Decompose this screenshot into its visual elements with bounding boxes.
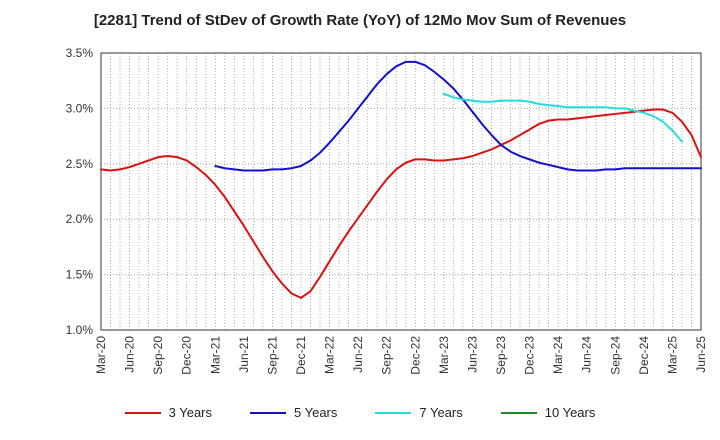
y-tick-label: 3.5% (66, 46, 94, 60)
x-tick-label: Mar-22 (323, 336, 337, 374)
y-tick-label: 1.0% (66, 323, 94, 337)
plot-frame (100, 52, 702, 331)
x-tick-label: Jun-20 (123, 336, 137, 373)
legend-item-7-years: 7 Years (375, 405, 463, 420)
legend: 3 Years 5 Years 7 Years 10 Years (0, 405, 720, 420)
y-axis-ticks: 1.0% 1.5% 2.0% 2.5% 3.0% 3.5% (66, 46, 94, 337)
legend-swatch-3-years (124, 411, 161, 414)
y-tick-label: 2.0% (66, 212, 94, 226)
x-tick-label: Mar-21 (208, 336, 222, 374)
x-tick-label: Mar-25 (665, 336, 679, 374)
x-tick-label: Jun-21 (237, 336, 251, 373)
chart-title: [2281] Trend of StDev of Growth Rate (Yo… (93, 12, 627, 29)
series-line-3-years (100, 108, 702, 299)
legend-label-5-years: 5 Years (294, 405, 338, 420)
x-tick-label: Jun-22 (351, 336, 365, 373)
x-tick-label: Dec-21 (294, 336, 308, 375)
y-tick-label: 2.5% (66, 157, 94, 171)
x-tick-label: Jun-25 (694, 336, 708, 373)
x-tick-label: Jun-23 (465, 336, 479, 373)
grid-lines (101, 53, 701, 330)
y-tick-label: 1.5% (66, 268, 94, 282)
legend-label-3-years: 3 Years (168, 405, 212, 420)
series-line-7-years (442, 93, 683, 143)
x-tick-label: Sep-21 (265, 336, 279, 375)
x-tick-label: Sep-22 (380, 336, 394, 375)
legend-item-3-years: 3 Years (124, 405, 212, 420)
x-tick-label: Dec-22 (408, 336, 422, 375)
x-tick-label: Dec-20 (180, 336, 194, 375)
x-tick-label: Dec-23 (523, 336, 537, 375)
x-tick-label: Mar-20 (94, 336, 108, 374)
x-axis-ticks: Mar-20 Jun-20 Sep-20 Dec-20 Mar-21 Jun-21 Sep-… (94, 336, 708, 375)
x-tick-label: Dec-24 (637, 336, 651, 375)
x-tick-label: Mar-24 (551, 336, 565, 374)
legend-swatch-7-years (375, 411, 412, 414)
legend-swatch-10-years (500, 411, 537, 414)
x-tick-label: Sep-20 (151, 336, 165, 375)
x-tick-label: Sep-24 (608, 336, 622, 375)
legend-item-5-years: 5 Years (250, 405, 337, 420)
x-tick-label: Sep-23 (494, 336, 508, 375)
y-tick-label: 3.0% (66, 101, 94, 115)
x-tick-label: Jun-24 (580, 336, 594, 373)
legend-label-10-years: 10 Years (544, 405, 596, 420)
legend-item-10-years: 10 Years (500, 405, 596, 420)
series-lines (100, 60, 702, 299)
legend-label-7-years: 7 Years (419, 405, 463, 420)
x-tick-label: Mar-23 (437, 336, 451, 374)
legend-swatch-5-years (250, 411, 286, 414)
series-line-5-years (214, 60, 702, 172)
